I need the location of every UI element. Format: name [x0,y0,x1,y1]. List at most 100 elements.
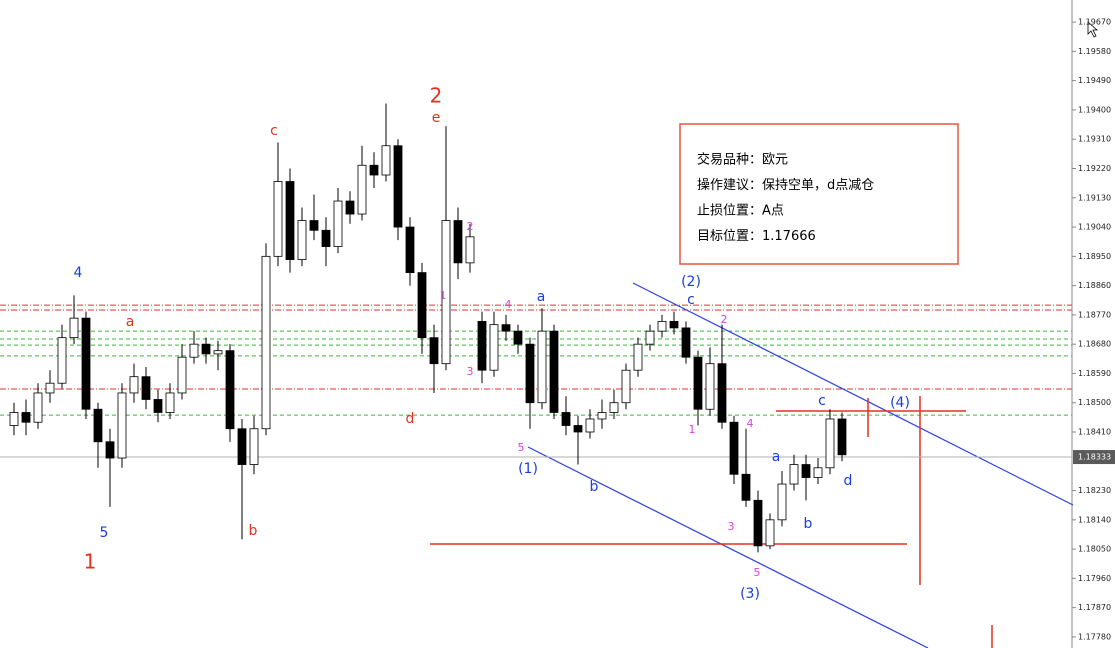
y-tick-label: 1.18860 [1078,281,1111,290]
candle-body [285,181,295,260]
candle-body [369,164,379,176]
candle-body [141,376,151,400]
y-tick-label: 1.19040 [1078,223,1111,232]
wave-label: 1 [440,289,447,302]
wave-label: (1) [518,461,538,477]
candle-body [429,337,439,365]
candle-body [249,428,259,465]
candle-body [177,356,187,394]
candle-body [165,392,175,413]
wave-label: (3) [740,586,760,602]
y-tick-label: 1.18590 [1078,369,1111,378]
candle-body [609,402,619,413]
wave-label: c [687,292,695,308]
y-tick-label: 1.19580 [1078,47,1111,56]
candle-body [549,330,559,413]
wave-label: 5 [100,525,109,541]
y-tick-label: 1.19400 [1078,105,1111,114]
candle-body [9,412,19,426]
wave-label: c [818,393,826,409]
y-tick-label: 1.17780 [1078,632,1111,641]
candle-body [669,320,679,329]
candle-body [381,145,391,176]
candle-body [717,363,727,423]
candle-body [777,483,787,521]
info-box [679,123,959,265]
candle-body [333,200,343,247]
wave-label: a [772,449,781,465]
current-price-box [1073,450,1115,465]
candle-body [45,382,55,394]
wave-label: b [249,523,258,539]
candle-body [297,220,307,260]
candle-body [765,519,775,547]
wave-label: 3 [467,365,474,378]
y-tick-label: 1.18050 [1078,545,1111,554]
candle-body [477,320,487,371]
candle-body [597,412,607,420]
wave-label: d [844,473,853,489]
candle-body [753,499,763,547]
wave-label: 5 [754,566,761,579]
y-tick-label: 1.18770 [1078,310,1111,319]
info-line: 止损位置：A点 [697,204,784,219]
wave-label: 4 [74,265,83,281]
candle-body [585,418,595,433]
wave-label: (2) [681,274,701,290]
candle-body [837,418,847,456]
candle-body [405,226,415,274]
candle-body [393,145,403,228]
candle-body [81,317,91,410]
wave-label: c [270,123,278,139]
y-tick-label: 1.18230 [1078,486,1111,495]
wave-label: e [432,110,441,126]
info-line: 操作建议：保持空单，d点减仓 [697,177,874,193]
candle-body [309,220,319,231]
drawings [430,282,1074,648]
wave-label: 2 [430,84,443,108]
info-line: 目标位置：1.17666 [697,229,816,244]
candle-body [93,408,103,443]
candle-body [657,320,667,332]
candle-body [213,350,223,355]
candle-body [525,343,535,404]
y-tick-label: 1.19220 [1078,164,1111,173]
candle-body [705,363,715,410]
candle-body [573,425,583,433]
candle-body [261,255,271,430]
candle-body [693,356,703,410]
wave-label: 5 [518,441,525,454]
candle-body [561,412,571,426]
candle-body [537,330,547,404]
wave-label: 2 [721,313,728,326]
wave-label: (4) [890,395,910,411]
candle-body [501,324,511,332]
candle-body [153,399,163,413]
candle-body [813,467,823,478]
candle-body [201,343,211,355]
candle-body [117,392,127,459]
y-tick-label: 1.17870 [1078,603,1111,612]
candle-body [453,220,463,264]
candle-body [789,464,799,485]
y-tick-label: 1.19670 [1078,18,1111,27]
candle-body [489,324,499,371]
wave-label: d [406,411,415,427]
candle-body [189,343,199,358]
wave-label: b [804,516,813,532]
y-tick-label: 1.18500 [1078,398,1111,407]
candle-body [273,181,283,257]
channel-lower [527,446,929,648]
y-tick-label: 1.19130 [1078,193,1111,202]
wave-label: 2 [467,220,474,233]
candle-body [225,350,235,430]
channel-upper [632,282,1074,506]
info-line: 交易品种：欧元 [697,152,788,168]
candle-body [513,330,523,345]
candle-body [801,464,811,478]
candle-body [825,418,835,469]
candle-body [729,421,739,475]
wave-label: 3 [728,520,735,533]
candle-body [33,392,43,423]
wave-label: a [537,289,546,305]
